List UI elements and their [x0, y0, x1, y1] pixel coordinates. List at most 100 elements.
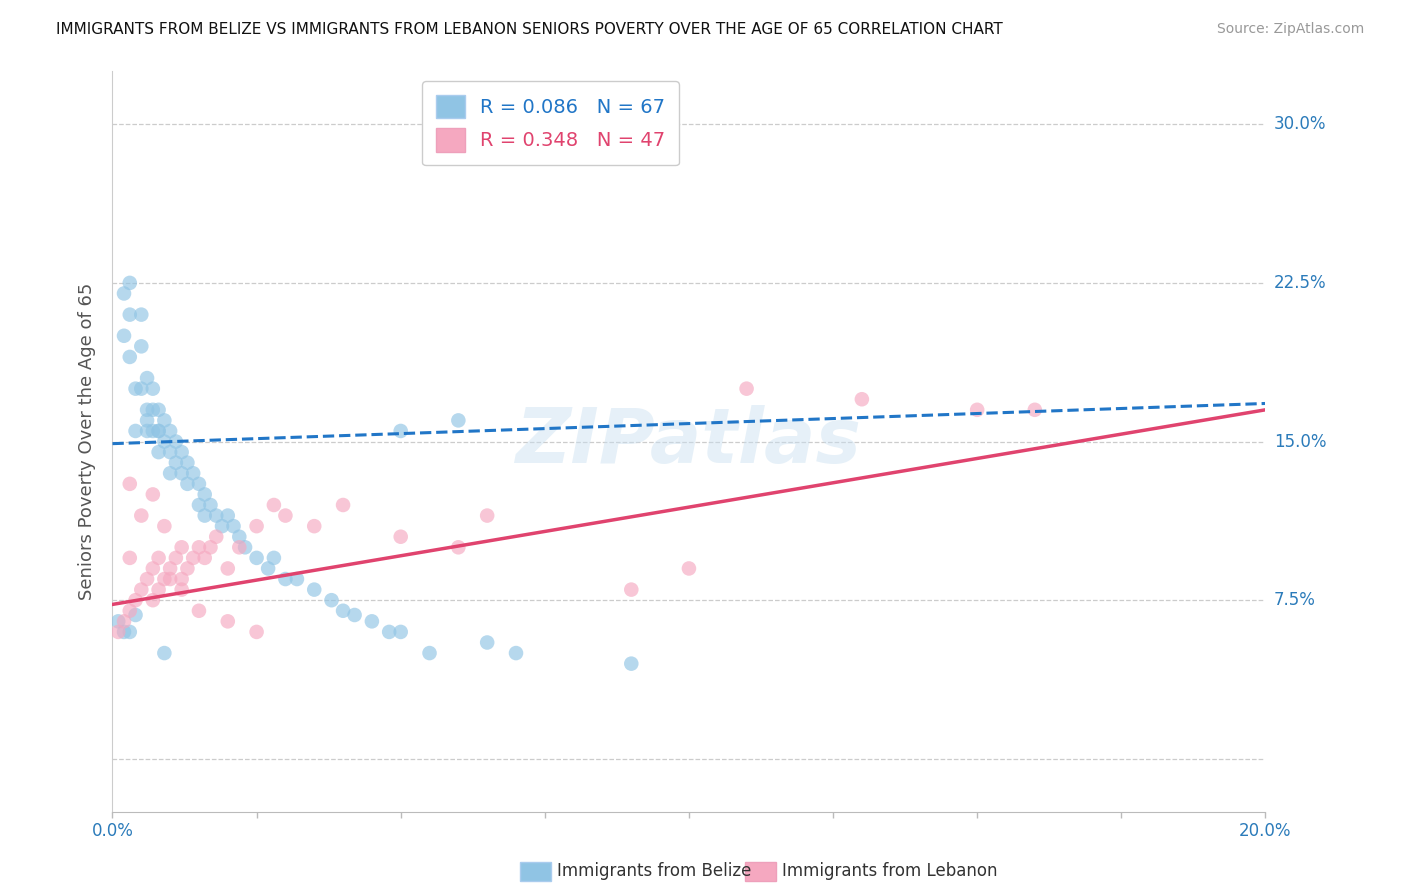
Point	[181, 467, 204, 481]
Point	[112, 624, 135, 639]
Point	[153, 646, 176, 660]
Point	[205, 508, 228, 523]
Point	[211, 519, 233, 533]
Point	[148, 445, 170, 459]
Point	[118, 624, 141, 639]
Point	[159, 467, 181, 481]
Text: Immigrants from Lebanon: Immigrants from Lebanon	[782, 863, 997, 880]
Point	[263, 498, 285, 512]
Point	[159, 572, 181, 586]
Point	[360, 615, 382, 629]
Point	[142, 382, 165, 396]
Point	[124, 607, 146, 622]
Text: 30.0%: 30.0%	[1274, 115, 1326, 133]
Point	[475, 635, 499, 649]
Point	[159, 424, 181, 438]
Point	[274, 572, 297, 586]
Point	[136, 413, 159, 427]
Point	[118, 350, 141, 364]
Point	[246, 624, 269, 639]
Point	[678, 561, 700, 575]
Point	[165, 456, 187, 470]
Point	[228, 530, 250, 544]
Point	[304, 582, 326, 597]
Point	[233, 541, 256, 555]
Point	[148, 402, 170, 417]
Point	[263, 550, 285, 565]
Point	[136, 424, 159, 438]
Point	[148, 424, 170, 438]
Point	[419, 646, 441, 660]
Point	[257, 561, 280, 575]
Point	[142, 402, 165, 417]
Point	[181, 550, 204, 565]
Point	[447, 541, 470, 555]
Point	[165, 434, 187, 449]
Point	[129, 508, 153, 523]
Point	[176, 456, 198, 470]
Point	[170, 541, 193, 555]
Text: IMMIGRANTS FROM BELIZE VS IMMIGRANTS FROM LEBANON SENIORS POVERTY OVER THE AGE O: IMMIGRANTS FROM BELIZE VS IMMIGRANTS FRO…	[56, 22, 1002, 37]
Point	[129, 308, 153, 322]
Point	[274, 508, 297, 523]
Legend: R = 0.086   N = 67, R = 0.348   N = 47: R = 0.086 N = 67, R = 0.348 N = 47	[422, 81, 679, 166]
Point	[136, 402, 159, 417]
Point	[389, 624, 412, 639]
Point	[153, 413, 176, 427]
Point	[148, 582, 170, 597]
Point	[620, 582, 643, 597]
Point	[217, 615, 239, 629]
Text: 7.5%: 7.5%	[1274, 591, 1316, 609]
Point	[188, 604, 211, 618]
Point	[170, 572, 193, 586]
Point	[246, 519, 269, 533]
Point	[200, 498, 222, 512]
Point	[851, 392, 873, 407]
Point	[176, 476, 198, 491]
Text: 15.0%: 15.0%	[1274, 433, 1326, 450]
Point	[142, 487, 165, 501]
Point	[112, 615, 135, 629]
Point	[170, 582, 193, 597]
Point	[194, 508, 217, 523]
Point	[153, 519, 176, 533]
Point	[332, 604, 354, 618]
Point	[129, 339, 153, 353]
Point	[136, 572, 159, 586]
Point	[142, 561, 165, 575]
Point	[159, 445, 181, 459]
Point	[304, 519, 326, 533]
Text: ZIPatlas: ZIPatlas	[516, 405, 862, 478]
Point	[118, 276, 141, 290]
Point	[475, 508, 499, 523]
Point	[129, 382, 153, 396]
Point	[142, 593, 165, 607]
Point	[966, 402, 988, 417]
Point	[118, 476, 141, 491]
Point	[378, 624, 401, 639]
Point	[217, 561, 239, 575]
Point	[153, 572, 176, 586]
Point	[124, 424, 146, 438]
Point	[107, 615, 129, 629]
Point	[194, 550, 217, 565]
Point	[321, 593, 343, 607]
Point	[148, 424, 170, 438]
Point	[159, 561, 181, 575]
Point	[170, 467, 193, 481]
Point	[188, 498, 211, 512]
Point	[118, 308, 141, 322]
Point	[246, 550, 269, 565]
Point	[142, 424, 165, 438]
Point	[1024, 402, 1046, 417]
Point	[112, 286, 135, 301]
Point	[285, 572, 308, 586]
Point	[343, 607, 366, 622]
Point	[447, 413, 470, 427]
Point	[107, 624, 129, 639]
Point	[124, 382, 146, 396]
Point	[176, 561, 198, 575]
Point	[620, 657, 643, 671]
Point	[505, 646, 527, 660]
Point	[153, 434, 176, 449]
